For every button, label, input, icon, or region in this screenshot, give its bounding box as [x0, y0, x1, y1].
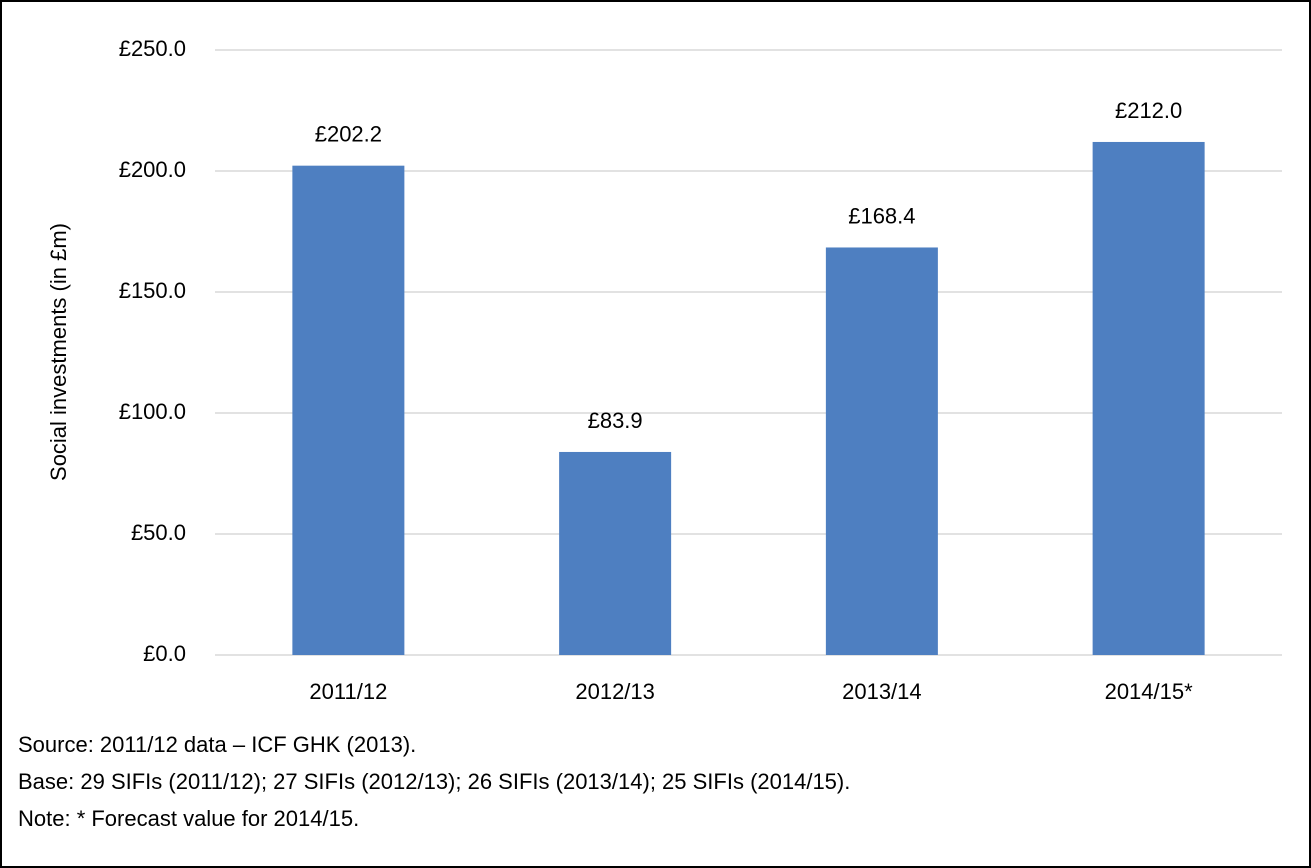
data-label: £83.9 — [588, 408, 643, 433]
bar — [1092, 141, 1205, 655]
y-tick-label: £150.0 — [119, 278, 186, 303]
y-tick-label: £0.0 — [143, 641, 186, 666]
data-label: £212.0 — [1115, 98, 1182, 123]
bar — [292, 165, 405, 655]
footnote: Base: 29 SIFIs (2011/12); 27 SIFIs (2012… — [18, 769, 850, 794]
bar — [825, 247, 938, 656]
y-axis-label: Social investments (in £m) — [46, 223, 71, 481]
x-tick-label: 2014/15* — [1105, 679, 1194, 704]
y-tick-label: £50.0 — [131, 520, 186, 545]
footnote: Source: 2011/12 data – ICF GHK (2013). — [18, 732, 416, 757]
x-tick-label: 2011/12 — [309, 679, 387, 704]
footnote: Note: * Forecast value for 2014/15. — [18, 806, 359, 831]
y-tick-label: £250.0 — [119, 36, 186, 61]
y-tick-label: £200.0 — [119, 157, 186, 182]
data-label: £168.4 — [848, 203, 915, 228]
x-tick-label: 2013/14 — [842, 679, 922, 704]
x-tick-label: 2012/13 — [575, 679, 655, 704]
y-tick-label: £100.0 — [119, 399, 186, 424]
bar — [559, 451, 672, 655]
data-label: £202.2 — [315, 121, 382, 146]
